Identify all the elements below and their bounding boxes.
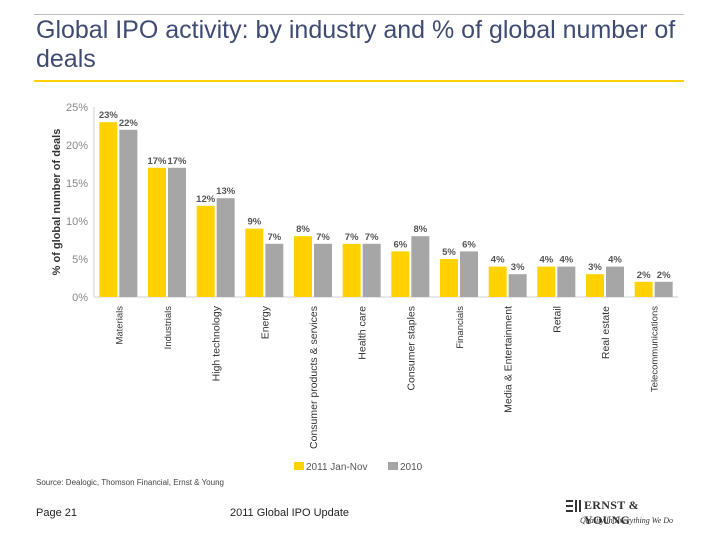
ey-logo-mark-icon: [566, 500, 581, 512]
bar-data-label: 4%: [539, 255, 553, 266]
bar-data-label: 13%: [216, 186, 236, 197]
x-category-label: Energy: [259, 305, 271, 339]
bar-2010: [314, 243, 332, 297]
legend-swatch-2010: [388, 462, 398, 470]
bar-2011: [488, 266, 507, 297]
bar-2010: [460, 251, 478, 297]
source-note: Source: Dealogic, Thomson Financial, Ern…: [36, 478, 224, 487]
y-tick-label: 25%: [66, 102, 88, 114]
bar-2010: [168, 167, 186, 297]
x-category-label: Retail: [551, 306, 563, 333]
bar-data-label: 5%: [442, 247, 456, 258]
x-category-label: Media & Entertainment: [503, 306, 515, 413]
x-category-label: Materials: [114, 306, 125, 345]
bar-2010: [265, 243, 284, 297]
legend-label: 2010: [400, 462, 423, 473]
x-category-label: Consumer products & services: [308, 306, 320, 449]
footer-title: 2011 Global IPO Update: [230, 507, 350, 519]
bar-2011: [537, 266, 556, 297]
y-tick-label: 20%: [66, 140, 88, 152]
y-tick-label: 0%: [72, 292, 88, 304]
legend-label: 2011 Jan-Nov: [306, 462, 368, 473]
bar-2011: [634, 281, 653, 297]
bar-data-label: 22%: [119, 118, 139, 129]
bar-data-label: 7%: [345, 232, 359, 243]
logo-tagline: Quality In Everything We Do: [580, 516, 674, 525]
ipo-industry-bar-chart: 0% 5% 10% 15% 20% 25% % of global number of de…: [51, 102, 678, 473]
bar-data-label: 7%: [365, 232, 379, 243]
bar-2011: [391, 251, 410, 297]
bar-data-label: 17%: [147, 156, 167, 167]
bar-2011: [196, 205, 215, 297]
x-category-label: Real estate: [600, 306, 612, 359]
y-axis-title: % of global number of deals: [51, 129, 63, 276]
bar-data-label: 12%: [196, 194, 216, 205]
bar-2010: [216, 198, 235, 297]
bar-data-label: 6%: [462, 239, 476, 250]
bar-data-label: 8%: [296, 224, 310, 235]
bar-2011: [586, 274, 604, 297]
bar-data-label: 3%: [511, 262, 525, 273]
x-category-label: Industrials: [163, 306, 174, 350]
bar-data-label: 4%: [608, 255, 622, 266]
bar-2011: [440, 259, 458, 297]
bar-data-label: 4%: [559, 255, 573, 266]
bar-2011: [148, 167, 166, 297]
bar-2010: [606, 266, 624, 297]
bar-2011: [245, 228, 264, 297]
bar-2010: [362, 243, 381, 297]
x-category-label: High technology: [211, 305, 223, 381]
bar-data-label: 9%: [247, 217, 261, 228]
ernst-young-logo: ERNST & YOUNG Quality In Everything We D…: [566, 498, 686, 530]
logo-brand-text: ERNST & YOUNG: [584, 498, 639, 527]
bar-data-label: 23%: [99, 110, 119, 121]
bar-2010: [119, 129, 138, 297]
bar-2010: [557, 266, 576, 297]
bar-2011: [99, 122, 118, 297]
bar-2010: [411, 236, 430, 297]
top-rule: [34, 14, 684, 15]
x-category-label: Financials: [455, 306, 466, 349]
bar-2010: [508, 274, 527, 297]
bar-data-label: 4%: [491, 255, 505, 266]
legend-swatch-2011: [294, 462, 304, 470]
page-number: Page 21: [36, 507, 77, 519]
bar-2010: [654, 281, 673, 297]
bar-data-label: 2%: [657, 270, 671, 281]
x-category-label: Health care: [357, 306, 369, 360]
bar-data-label: 7%: [316, 232, 330, 243]
x-category-label: Consumer staples: [405, 306, 417, 391]
bar-2011: [294, 236, 312, 297]
bar-data-label: 2%: [637, 270, 651, 281]
y-tick-label: 5%: [72, 254, 88, 266]
bar-2011: [342, 243, 361, 297]
bar-data-label: 7%: [267, 232, 281, 243]
bar-data-label: 8%: [413, 224, 427, 235]
title-underline: [34, 80, 684, 82]
y-tick-label: 15%: [66, 178, 88, 190]
x-category-label: Telecommunications: [650, 306, 661, 392]
slide-title: Global IPO activity: by industry and % o…: [36, 16, 676, 73]
bar-data-label: 3%: [588, 262, 602, 273]
bar-data-label: 17%: [167, 156, 187, 167]
y-tick-label: 10%: [66, 216, 88, 228]
bar-data-label: 6%: [393, 239, 407, 250]
